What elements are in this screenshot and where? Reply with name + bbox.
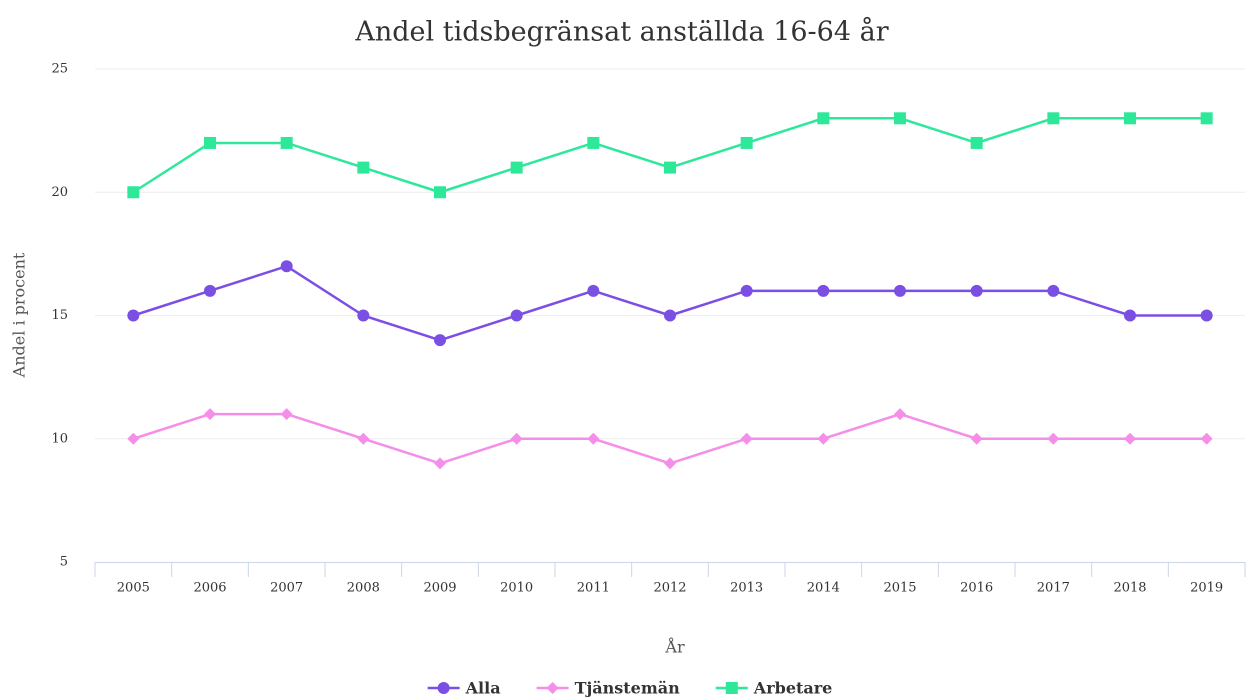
marker: [740, 432, 753, 445]
x-tick-label: 2007: [270, 581, 303, 596]
marker: [357, 161, 370, 174]
marker: [204, 408, 216, 421]
marker: [127, 309, 140, 322]
marker: [437, 682, 450, 694]
series-line: [132, 264, 1207, 342]
marker: [1047, 112, 1060, 125]
marker: [740, 284, 753, 297]
x-tick-label: 2011: [577, 581, 610, 596]
y-axis-label: Andel i procent: [10, 252, 29, 378]
marker: [1047, 432, 1060, 445]
marker: [664, 161, 676, 174]
marker: [357, 309, 370, 322]
series-line: [132, 117, 1207, 194]
marker: [725, 682, 738, 694]
marker: [127, 432, 140, 445]
marker: [357, 432, 370, 445]
marker: [510, 432, 523, 445]
x-tick-label: 2009: [423, 581, 456, 596]
marker: [1200, 432, 1213, 445]
marker: [204, 136, 216, 149]
marker: [664, 457, 676, 470]
marker: [510, 309, 523, 322]
legend-label: Alla: [465, 679, 501, 698]
y-tick-label: 10: [51, 431, 68, 446]
x-tick-label: 2013: [730, 581, 763, 596]
marker: [434, 457, 446, 470]
marker: [970, 284, 983, 297]
marker: [280, 408, 293, 421]
marker: [894, 112, 906, 125]
marker: [817, 432, 830, 445]
legend-item: Alla: [427, 679, 501, 698]
marker: [280, 136, 293, 149]
legend-label: Arbetare: [753, 679, 833, 698]
marker: [970, 136, 983, 149]
legend-label: Tjänstemän: [575, 679, 681, 698]
y-tick-label: 20: [51, 185, 68, 200]
marker: [1200, 309, 1213, 322]
x-tick-label: 2016: [960, 581, 993, 596]
marker: [664, 309, 676, 322]
marker: [894, 284, 906, 297]
marker: [546, 682, 559, 694]
x-axis-label: År: [664, 637, 685, 657]
marker: [740, 136, 753, 149]
x-tick-label: 2014: [807, 581, 840, 596]
x-tick-label: 2006: [193, 581, 226, 596]
marker: [1124, 112, 1136, 125]
marker: [1047, 284, 1060, 297]
marker: [204, 284, 216, 297]
x-tick-label: 2017: [1037, 581, 1070, 596]
x-tick-label: 2019: [1190, 581, 1223, 596]
marker: [817, 284, 830, 297]
x-tick-label: 2005: [117, 581, 150, 596]
y-tick-label: 15: [51, 308, 68, 323]
legend-item: Tjänstemän: [536, 679, 681, 698]
marker: [1124, 432, 1136, 445]
marker: [894, 408, 906, 421]
marker: [587, 284, 600, 297]
marker: [434, 186, 446, 199]
legend-item: Arbetare: [715, 679, 833, 698]
x-tick-label: 2018: [1113, 581, 1146, 596]
marker: [280, 260, 293, 273]
x-tick-label: 2015: [883, 581, 916, 596]
marker: [1200, 112, 1213, 125]
legend: Alla Tjänstemän Arbetare: [427, 679, 833, 698]
y-tick-label: 5: [60, 555, 68, 570]
chart-title: Andel tidsbegränsat anställda 16-64 år: [354, 16, 888, 48]
marker: [127, 186, 140, 199]
marker: [1124, 309, 1136, 322]
marker: [817, 112, 830, 125]
x-tick-label: 2010: [500, 581, 533, 596]
marker: [434, 334, 446, 347]
marker: [587, 432, 600, 445]
marker: [510, 161, 523, 174]
marker: [587, 136, 600, 149]
x-tick-label: 2012: [653, 581, 686, 596]
x-tick-label: 2008: [347, 581, 380, 596]
marker: [970, 432, 983, 445]
y-tick-label: 25: [51, 62, 68, 77]
